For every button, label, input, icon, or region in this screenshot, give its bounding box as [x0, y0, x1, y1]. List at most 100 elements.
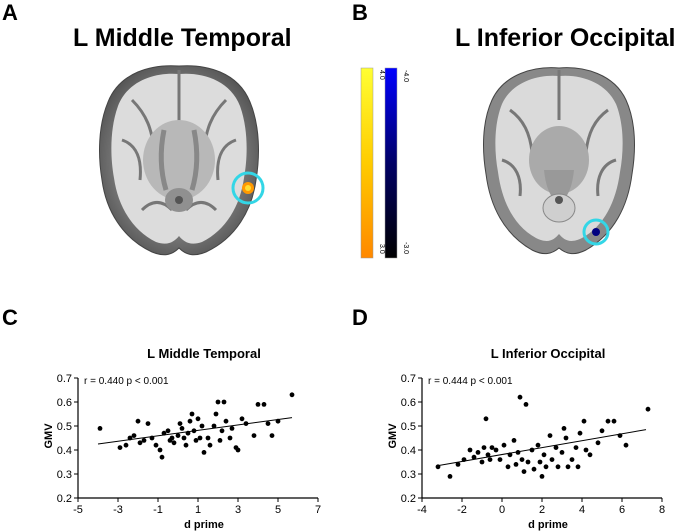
chart-d-data-point [497, 457, 503, 462]
chart-d-data-point [547, 433, 553, 438]
chart-d-marks: 0.2 0.3 0.4 0.5 0.6 0.7 -4 -2 0 2 4 6 8 [401, 373, 665, 516]
chart-d-data-point [599, 428, 605, 434]
chart-d-data-point [513, 462, 519, 467]
chart-c-data-point [251, 433, 257, 438]
chart-c-data-point [187, 418, 193, 424]
chart-c-data-point [183, 442, 189, 448]
chart-c-annotation: r = 0.440 p < 0.001 [84, 376, 169, 387]
chart-d-data-point [623, 442, 629, 448]
chart-c-ytick-label: 0.6 [57, 397, 72, 409]
chart-d-ytick-label: 0.3 [401, 469, 416, 481]
chart-d-data-point [455, 462, 461, 467]
chart-d-data-point [535, 442, 541, 448]
chart-d-ytick-label: 0.7 [401, 373, 416, 385]
chart-c-data-point [193, 438, 199, 443]
chart-c-xtick-label: 3 [235, 504, 241, 516]
chart-c-data-point [97, 426, 103, 431]
chart-c-ytick-label: 0.4 [57, 445, 72, 457]
chart-d-data-point [573, 445, 579, 450]
chart-d-ytick-label: 0.2 [401, 493, 416, 505]
chart-d-data-point [511, 438, 517, 443]
chart-c-data-point [261, 402, 267, 407]
chart-c-data-point [197, 435, 203, 441]
chart-d-data-point [481, 445, 487, 450]
chart-c-xtick-label: 1 [195, 504, 201, 516]
chart-d-data-point [493, 447, 499, 453]
chart-d-xlabel: d prime [528, 519, 568, 531]
chart-c-data-point [117, 445, 123, 450]
chart-d-xtick-label: 2 [539, 504, 545, 516]
chart-c-data-point [199, 423, 205, 429]
chart-d-data-point [525, 459, 531, 465]
panel-letter-a: A [2, 0, 18, 25]
chart-c-data-point [239, 416, 245, 422]
chart-d-data-point [487, 457, 493, 462]
chart-d-data-point [611, 418, 617, 424]
cool-bottom-label: -3.0 [402, 242, 409, 254]
chart-d-ylabel: GMV [387, 423, 399, 449]
chart-c-ytick-label: 0.5 [57, 421, 72, 433]
chart-d-data-point [543, 464, 549, 470]
chart-c-xtick-label: 7 [315, 504, 321, 516]
chart-d-data-point [605, 418, 611, 424]
chart-c-data-point [195, 416, 201, 422]
chart-c-data-point [145, 421, 151, 426]
chart-d-data-point [555, 464, 561, 470]
chart-c-ylabel: GMV [43, 423, 55, 449]
chart-c-data-point [175, 433, 181, 438]
chart-d-data-point [559, 450, 565, 455]
chart-c-xlabel: d prime [184, 519, 224, 531]
chart-c-data-point [177, 421, 183, 426]
chart-d-data-point [521, 469, 527, 474]
chart-d-data-point [569, 457, 575, 462]
chart-c-data-point [153, 442, 159, 448]
chart-d-xtick-label: -4 [417, 504, 427, 516]
chart-d-data-point [519, 457, 525, 462]
panel-letter-d: D [352, 305, 368, 330]
chart-d-data-point [583, 447, 589, 453]
chart-c-data-point [207, 442, 213, 448]
chart-d-xtick-label: 4 [579, 504, 585, 516]
chart-c-data-point [229, 426, 235, 431]
panel-a-title: L Middle Temporal [73, 24, 292, 52]
chart-c-fit-line [97, 417, 293, 445]
chart-d-data-point [447, 474, 453, 479]
chart-d-data-point [501, 442, 507, 448]
chart-c-data-point [219, 428, 225, 434]
chart-d-data-point [577, 430, 583, 436]
chart-c-ytick-label: 0.3 [57, 469, 72, 481]
chart-d-data-point [541, 452, 547, 458]
chart-c-data-point [165, 428, 171, 434]
chart-d-data-point [587, 452, 593, 458]
chart-d-data-point [471, 454, 477, 460]
chart-c-data-point [157, 447, 163, 453]
chart-c-data-point [223, 418, 229, 424]
chart-d-data-point [485, 452, 491, 458]
chart-c-data-point [123, 442, 129, 448]
chart-c-xtick-label: 5 [275, 504, 281, 516]
chart-d-ytick-label: 0.4 [401, 445, 416, 457]
chart-d-xtick-label: 8 [659, 504, 665, 516]
chart-c-data-point [221, 399, 227, 405]
chart-d-data-point [563, 435, 569, 441]
chart-c-data-point [227, 435, 233, 441]
chart-d-data-point [517, 394, 523, 400]
chart-c-data-point [159, 454, 165, 460]
chart-c-data-point [205, 435, 211, 441]
warm-bottom-label: 3.0 [378, 244, 385, 254]
chart-c-data-point [141, 438, 147, 443]
chart-c-ytick-label: 0.2 [57, 493, 72, 505]
warm-colorbar [360, 67, 374, 259]
chart-d-data-point [523, 402, 529, 407]
chart-c-data-point [189, 411, 195, 417]
chart-d-data-point [475, 450, 481, 455]
chart-d-data-point [595, 440, 601, 446]
chart-d-annotation: r = 0.444 p < 0.001 [428, 376, 513, 387]
panel-letter-b: B [352, 0, 368, 25]
chart-c-xtick-label: -3 [113, 504, 123, 516]
chart-d-data-point [565, 464, 571, 470]
chart-c-data-point [289, 392, 295, 398]
chart-c-data-point [269, 433, 275, 438]
warm-top-label: 4.0 [378, 70, 385, 80]
chart-d-data-point [467, 447, 473, 453]
